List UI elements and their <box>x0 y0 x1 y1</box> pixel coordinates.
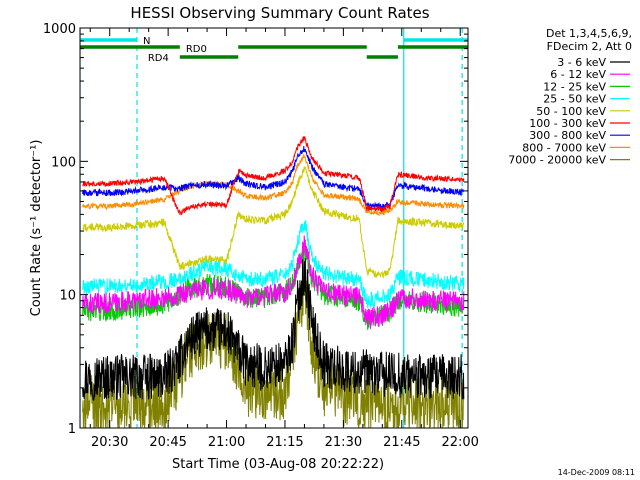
x-tick-label: 21:30 <box>325 435 362 450</box>
series-line-50-100-kev <box>82 165 465 279</box>
legend-header-line: Det 1,3,4,5,6,9, <box>546 27 632 40</box>
y-tick-label: 1000 <box>43 22 76 37</box>
flag-label-rd0: RD0 <box>186 44 207 55</box>
series-line-100-300-kev <box>82 136 465 216</box>
y-tick-label: 1 <box>68 422 76 437</box>
series-line-6-12-kev <box>82 235 465 330</box>
x-tick-label: 21:15 <box>266 435 303 450</box>
y-tick-label: 10 <box>59 289 76 304</box>
legend-entry-label: 100 - 300 keV <box>529 117 606 130</box>
x-tick-label: 21:00 <box>208 435 245 450</box>
footer-timestamp: 14-Dec-2009 08:11 <box>558 468 635 477</box>
chart-title: HESSI Observing Summary Count Rates <box>130 4 429 22</box>
x-tick-label: 22:00 <box>441 435 478 450</box>
legend-entry-label: 7000 - 20000 keV <box>508 154 606 167</box>
series-line-300-800-kev <box>82 145 465 211</box>
legend-entry-label: 25 - 50 keV <box>543 93 606 106</box>
legend-entry-label: 300 - 800 keV <box>529 129 606 142</box>
series-line-25-50-kev <box>82 219 465 309</box>
x-axis-label: Start Time (03-Aug-08 20:22:22) <box>172 457 384 472</box>
y-tick-label: 100 <box>51 155 76 170</box>
legend-header-line: FDecim 2, Att 0 <box>547 40 632 53</box>
x-tick-label: 20:45 <box>149 435 186 450</box>
legend-entry-label: 6 - 12 keV <box>550 68 606 81</box>
legend-entry-label: 12 - 25 keV <box>543 80 606 93</box>
legend-entry-label: 3 - 6 keV <box>557 56 606 69</box>
series-line-3-6-kev <box>82 258 465 401</box>
flag-label-n: N <box>143 36 150 47</box>
y-axis-label: Count Rate (s⁻¹ detector⁻¹) <box>29 140 44 317</box>
flag-label-rd4: RD4 <box>148 53 169 64</box>
series-line-800-7000-kev <box>82 154 465 217</box>
plot-frame <box>79 27 469 429</box>
legend-entry-label: 50 - 100 keV <box>536 105 606 118</box>
legend-entry-label: 800 - 7000 keV <box>522 141 606 154</box>
x-tick-label: 20:30 <box>91 435 128 450</box>
x-tick-label: 21:45 <box>383 435 420 450</box>
